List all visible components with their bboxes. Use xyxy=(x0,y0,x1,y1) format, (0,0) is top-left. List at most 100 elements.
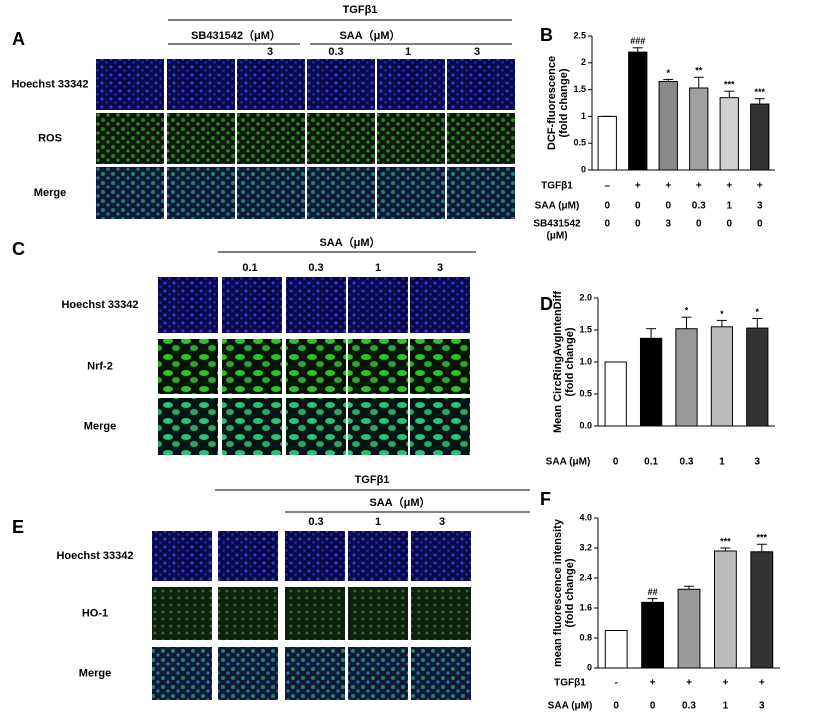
y-tick-label: 0.0 xyxy=(579,420,592,430)
condition-value: 0 xyxy=(613,701,619,712)
bar xyxy=(658,81,678,171)
y-tick-label: 1.0 xyxy=(579,356,592,366)
micrograph xyxy=(410,398,470,455)
condition-value: 0 xyxy=(665,201,671,212)
condition-value: 0 xyxy=(726,219,732,230)
micrograph xyxy=(348,531,408,581)
micrograph xyxy=(167,167,235,219)
micrograph xyxy=(377,113,445,164)
micrograph xyxy=(410,339,470,394)
micrograph xyxy=(222,277,282,333)
y-axis-label: (fold change) xyxy=(564,558,576,627)
bar xyxy=(604,361,627,427)
column-label: 1 xyxy=(375,516,381,528)
micrograph xyxy=(152,531,212,581)
y-tick-label: 1.5 xyxy=(573,84,586,94)
bar xyxy=(689,87,709,171)
condition-value: 0 xyxy=(650,701,656,712)
micrograph xyxy=(96,59,164,110)
condition-value: 1 xyxy=(719,457,725,468)
row-label: Nrf-2 xyxy=(87,360,113,372)
micrograph xyxy=(222,398,282,455)
group-header: SB431542（μM） xyxy=(191,29,281,42)
condition-value: + xyxy=(757,181,763,192)
condition-value: 3 xyxy=(755,457,761,468)
significance: *** xyxy=(757,533,768,543)
bar xyxy=(641,601,665,669)
micrograph xyxy=(158,398,218,455)
micrograph xyxy=(218,587,278,640)
micrograph xyxy=(152,647,212,700)
y-tick-label: 0 xyxy=(587,662,592,672)
condition-value: – xyxy=(604,181,610,192)
condition-value: 0 xyxy=(604,219,610,230)
micrograph xyxy=(307,59,375,110)
condition-value: 0.1 xyxy=(644,457,658,468)
condition-value: 3 xyxy=(665,219,671,230)
condition-value: 0 xyxy=(635,201,641,212)
bar xyxy=(710,326,734,427)
y-axis-label: (fold change) xyxy=(558,68,570,137)
column-label: 0.3 xyxy=(308,262,323,274)
micrograph xyxy=(158,277,218,333)
micrograph xyxy=(285,587,345,640)
column-label: 1 xyxy=(405,46,411,58)
row-label: Merge xyxy=(34,187,66,199)
row-label: Merge xyxy=(84,420,116,432)
bar xyxy=(713,550,737,669)
row-label: Merge xyxy=(79,667,111,679)
row-label: Hoechst 33342 xyxy=(56,550,133,562)
significance: * xyxy=(666,68,670,78)
significance: *** xyxy=(720,536,731,546)
panel-label: F xyxy=(540,489,551,509)
y-axis-label: DCF-fluorescence xyxy=(546,56,558,150)
y-tick-label: 2 xyxy=(581,57,586,67)
condition-value: 0 xyxy=(604,201,610,212)
condition-name: SAA (μM) xyxy=(535,201,580,212)
condition-name: SB431542 xyxy=(533,219,581,230)
y-tick-label: 0 xyxy=(581,164,586,174)
micrograph xyxy=(348,339,408,394)
group-header: TGFβ1 xyxy=(355,474,390,486)
micrograph xyxy=(377,167,445,219)
micrograph xyxy=(96,113,164,164)
bar xyxy=(750,103,770,171)
y-axis-label: mean fluorescence intensity xyxy=(552,518,564,667)
bar xyxy=(639,337,663,427)
micrograph xyxy=(286,339,346,394)
condition-value: 0 xyxy=(757,219,763,230)
micrograph xyxy=(218,531,278,581)
significance: ## xyxy=(648,587,658,597)
micrograph xyxy=(447,113,515,164)
significance: ** xyxy=(695,66,703,76)
bar xyxy=(628,51,648,171)
condition-value: 3 xyxy=(759,701,765,712)
y-axis-label: Mean CircRingAvgIntenDiff xyxy=(552,291,564,433)
bar xyxy=(604,630,628,669)
y-tick-label: 1.6 xyxy=(579,602,592,612)
column-label: 3 xyxy=(474,46,480,58)
micrograph xyxy=(411,587,471,640)
micrograph xyxy=(348,277,408,333)
micrograph xyxy=(285,647,345,700)
condition-value: + xyxy=(759,678,765,689)
condition-name: SAA (μM) xyxy=(546,457,591,468)
micrograph xyxy=(285,531,345,581)
bar xyxy=(719,97,739,171)
condition-name: (μM) xyxy=(546,231,567,242)
micrograph xyxy=(222,339,282,394)
micrograph xyxy=(307,167,375,219)
condition-value: - xyxy=(615,678,618,689)
column-label: 0.3 xyxy=(328,46,343,58)
micrograph xyxy=(237,59,305,110)
column-label: 1 xyxy=(375,262,381,274)
group-header: SAA（μM） xyxy=(369,496,430,509)
y-axis-label: (fold change) xyxy=(564,327,576,396)
y-tick-label: 3.2 xyxy=(579,542,592,552)
significance: * xyxy=(756,307,760,317)
significance: *** xyxy=(754,87,765,97)
condition-value: 0 xyxy=(613,457,619,468)
bar xyxy=(746,327,769,427)
y-tick-label: 0.8 xyxy=(579,632,592,642)
micrograph xyxy=(410,277,470,333)
